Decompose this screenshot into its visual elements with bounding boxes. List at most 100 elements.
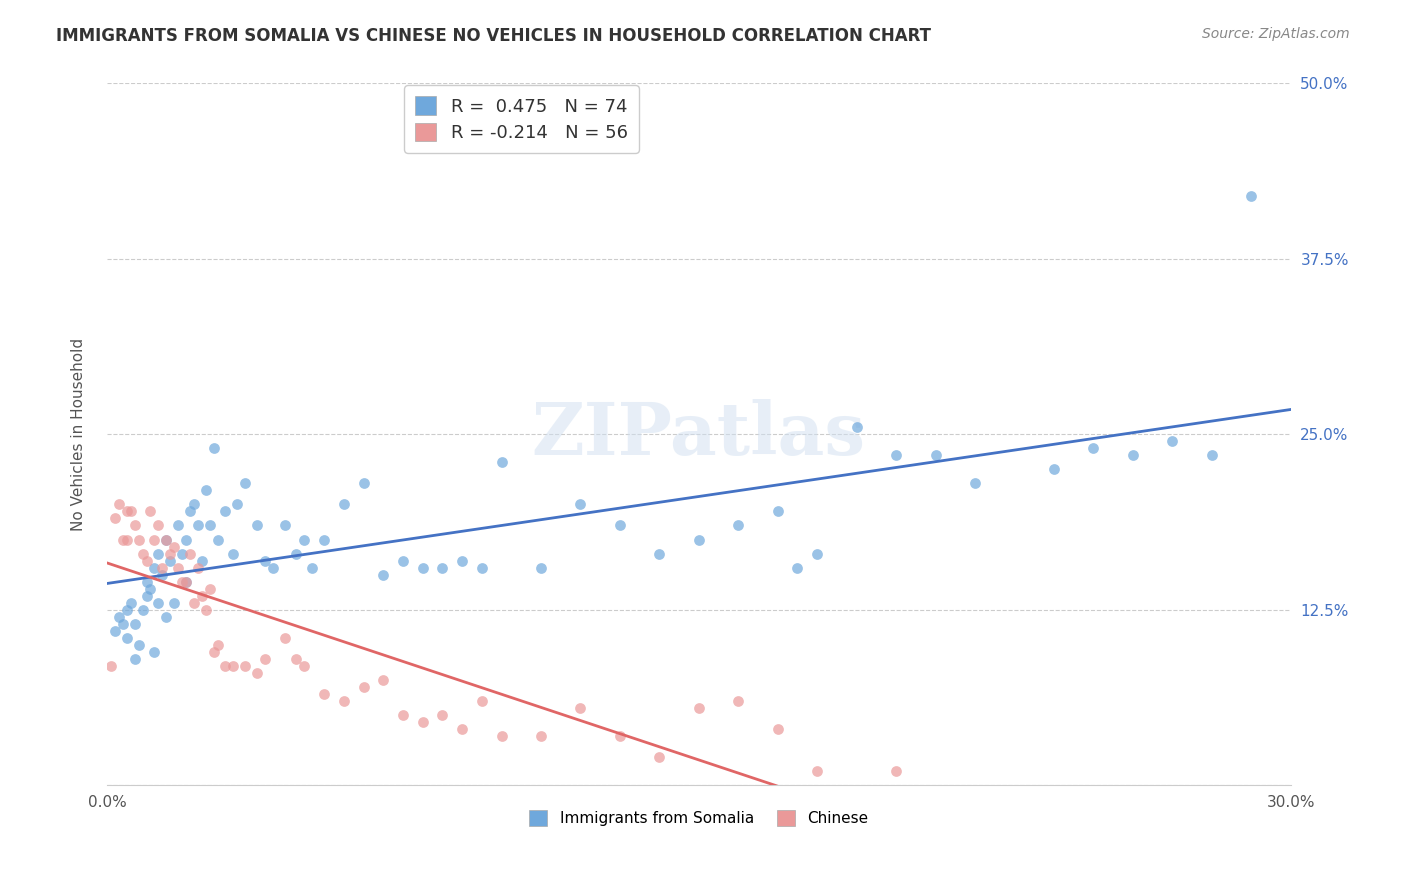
Point [190, 553, 212, 567]
Point [273, 631, 295, 645]
Point [451, 722, 474, 736]
Point [170, 574, 193, 589]
Point [183, 498, 205, 512]
Point [233, 476, 256, 491]
Point [194, 602, 217, 616]
Point [285, 652, 308, 666]
Point [688, 533, 710, 547]
Point [312, 533, 335, 547]
Point [100, 658, 122, 673]
Point [104, 624, 127, 638]
Point [163, 596, 186, 610]
Point [190, 589, 212, 603]
Text: ZIPatlas: ZIPatlas [531, 399, 866, 470]
Point [120, 596, 142, 610]
Point [202, 442, 225, 456]
Point [301, 560, 323, 574]
Point [373, 567, 395, 582]
Point [148, 596, 170, 610]
Point [170, 547, 193, 561]
Point [1122, 448, 1144, 462]
Point [207, 638, 229, 652]
Point [530, 729, 553, 743]
Point [174, 574, 197, 589]
Point [253, 652, 276, 666]
Point [292, 658, 315, 673]
Point [115, 602, 138, 616]
Point [246, 665, 269, 680]
Point [128, 533, 150, 547]
Point [766, 722, 789, 736]
Point [155, 609, 177, 624]
Point [139, 582, 162, 596]
Point [115, 504, 138, 518]
Point [143, 560, 166, 574]
Point [143, 533, 166, 547]
Point [1043, 462, 1066, 476]
Point [963, 476, 986, 491]
Point [292, 533, 315, 547]
Point [131, 602, 153, 616]
Point [806, 547, 828, 561]
Point [786, 560, 808, 574]
Point [159, 553, 181, 567]
Point [273, 518, 295, 533]
Point [167, 518, 190, 533]
Point [139, 504, 162, 518]
Point [174, 574, 197, 589]
Point [104, 511, 127, 525]
Point [246, 518, 269, 533]
Point [163, 540, 186, 554]
Point [432, 560, 454, 574]
Point [845, 420, 868, 434]
Point [353, 680, 375, 694]
Point [333, 694, 356, 708]
Point [491, 729, 513, 743]
Point [155, 533, 177, 547]
Point [884, 448, 907, 462]
Point [412, 714, 434, 729]
Point [806, 764, 828, 778]
Point [648, 547, 671, 561]
Point [111, 533, 134, 547]
Point [312, 687, 335, 701]
Point [131, 547, 153, 561]
Point [353, 476, 375, 491]
Point [207, 533, 229, 547]
Point [202, 645, 225, 659]
Point [373, 673, 395, 687]
Point [115, 533, 138, 547]
Point [124, 518, 146, 533]
Point [884, 764, 907, 778]
Point [108, 609, 131, 624]
Point [609, 729, 631, 743]
Point [333, 498, 356, 512]
Point [174, 533, 197, 547]
Point [569, 701, 592, 715]
Point [766, 504, 789, 518]
Point [924, 448, 946, 462]
Point [179, 504, 201, 518]
Point [135, 574, 157, 589]
Point [471, 694, 494, 708]
Point [187, 560, 209, 574]
Point [148, 518, 170, 533]
Point [111, 616, 134, 631]
Point [530, 560, 553, 574]
Point [135, 589, 157, 603]
Point [1240, 188, 1263, 202]
Point [124, 616, 146, 631]
Point [159, 547, 181, 561]
Point [198, 518, 221, 533]
Point [222, 547, 245, 561]
Point [187, 518, 209, 533]
Point [183, 596, 205, 610]
Point [179, 547, 201, 561]
Point [491, 455, 513, 469]
Point [569, 498, 592, 512]
Point [214, 504, 236, 518]
Point [1161, 434, 1184, 449]
Point [128, 638, 150, 652]
Point [124, 652, 146, 666]
Point [727, 518, 749, 533]
